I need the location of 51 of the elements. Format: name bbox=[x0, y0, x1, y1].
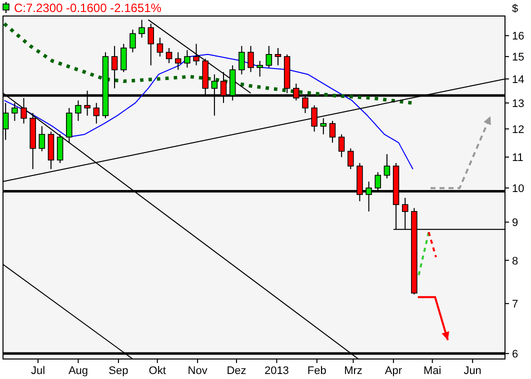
x-tick-label: Dez bbox=[226, 365, 246, 377]
y-tick-label: 9 bbox=[512, 217, 518, 230]
x-tick-label: Nov bbox=[188, 365, 208, 377]
y-tick-label: 14 bbox=[512, 74, 524, 86]
candlestick bbox=[184, 50, 190, 68]
candlestick bbox=[156, 37, 164, 58]
candlestick bbox=[384, 154, 390, 179]
x-tick-label: Okt bbox=[148, 365, 166, 377]
candlestick bbox=[274, 48, 282, 66]
candlestick bbox=[75, 100, 82, 122]
x-tick-label: Jun bbox=[464, 365, 482, 377]
candlestick bbox=[174, 52, 182, 70]
candlestick bbox=[111, 45, 118, 89]
candlestick bbox=[320, 118, 327, 135]
candlestick bbox=[238, 45, 245, 75]
candlestick bbox=[193, 43, 200, 66]
chart-title: C:7.2300 -0.1600 -2.1651% bbox=[14, 1, 162, 15]
candlestick bbox=[338, 134, 345, 158]
y-tick-label: 15 bbox=[512, 52, 524, 64]
candlestick bbox=[329, 120, 336, 144]
y-tick-label: 12 bbox=[512, 124, 524, 136]
y-tick-label: 13 bbox=[512, 98, 524, 110]
x-tick-label: Mrz bbox=[344, 365, 362, 377]
y-tick-label: 10 bbox=[512, 182, 524, 195]
candlestick bbox=[248, 45, 254, 73]
candlestick bbox=[130, 29, 136, 53]
y-axis-title: $ bbox=[512, 3, 518, 15]
candlestick bbox=[348, 148, 354, 170]
candlestick bbox=[93, 102, 100, 124]
x-tick-label: Feb bbox=[307, 365, 326, 377]
candlestick bbox=[120, 43, 127, 73]
candlestick bbox=[256, 60, 263, 78]
candlestick bbox=[166, 48, 172, 64]
candlestick bbox=[38, 126, 46, 152]
y-tick-label: 6 bbox=[512, 348, 518, 361]
x-tick-label: Apr bbox=[384, 365, 402, 377]
y-tick-label: 8 bbox=[512, 255, 518, 268]
candlestick bbox=[311, 104, 318, 132]
y-tick-label: 7 bbox=[512, 298, 518, 311]
y-tick-label: 16 bbox=[512, 30, 524, 43]
x-tick-label: Jul bbox=[30, 365, 46, 377]
candlestick bbox=[56, 134, 64, 164]
candlestick bbox=[138, 19, 145, 38]
x-tick-label: 2013 bbox=[264, 365, 289, 377]
x-tick-label: Aug bbox=[68, 365, 88, 377]
candlestick bbox=[12, 102, 18, 122]
x-tick-label: Mai bbox=[423, 365, 442, 377]
y-tick-label: 11 bbox=[512, 152, 524, 164]
x-tick-label: Sep bbox=[108, 365, 128, 377]
candlestick bbox=[266, 45, 272, 68]
line-series bbox=[3, 22, 414, 105]
